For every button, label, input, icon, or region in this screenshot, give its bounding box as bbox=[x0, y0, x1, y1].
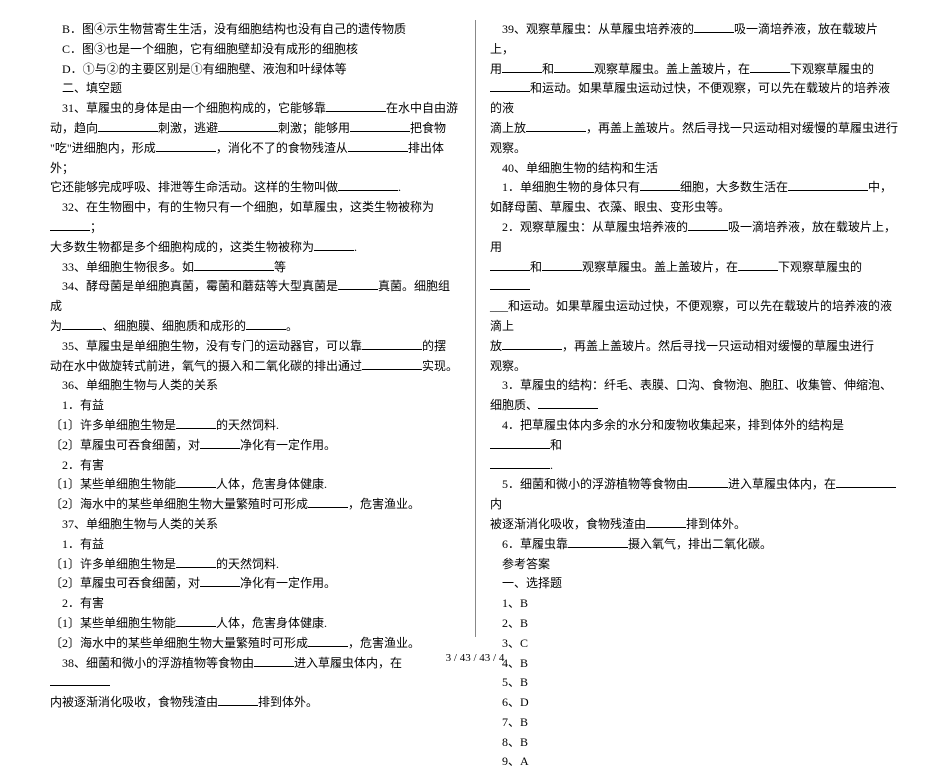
text-line: C．图③也是一个细胞，它有细胞壁却没有成形的细胞核 bbox=[50, 40, 460, 60]
text-line: 5．细菌和微小的浮游植物等食物由进入草履虫体内，在内 bbox=[490, 475, 900, 515]
text-line: 34、酵母菌是单细胞真菌，霉菌和蘑菇等大型真菌是真菌。细胞组成 bbox=[50, 277, 460, 317]
text-line: "吃"进细胞内，形成，消化不了的食物残渣从排出体外； bbox=[50, 139, 460, 179]
footer-text: 3 / 43 / 43 / 4 bbox=[446, 652, 505, 664]
text-line: 〔1〕许多单细胞生物是的天然饲料. bbox=[50, 416, 460, 436]
text-line: 31、草履虫的身体是由一个细胞构成的，它能够靠在水中自由游 bbox=[50, 99, 460, 119]
text-line: 观察。 bbox=[490, 139, 900, 159]
text-line: 2．有害 bbox=[50, 594, 460, 614]
text-line: 观察。 bbox=[490, 357, 900, 377]
text-line: 和运动。如果草履虫运动过快，不便观察，可以先在载玻片的培养液的液 bbox=[490, 79, 900, 119]
text-line: 6．草履虫靠摄入氧气，排出二氧化碳。 bbox=[490, 535, 900, 555]
text-line: 如酵母菌、草履虫、衣藻、眼虫、变形虫等。 bbox=[490, 198, 900, 218]
text-line: 40、单细胞生物的结构和生活 bbox=[490, 159, 900, 179]
text-line: 滴上放，再盖上盖玻片。然后寻找一只运动相对缓慢的草履虫进行 bbox=[490, 119, 900, 139]
text-line: 用和观察草履虫。盖上盖玻片，在下观察草履虫的 bbox=[490, 60, 900, 80]
text-line: 9、A bbox=[490, 752, 900, 772]
text-line: 〔1〕许多单细胞生物是的天然饲料. bbox=[50, 555, 460, 575]
text-line: 3、C bbox=[490, 634, 900, 654]
text-line: 它还能够完成呼吸、排泄等生命活动。这样的生物叫做. bbox=[50, 178, 460, 198]
text-line: 39、观察草履虫：从草履虫培养液的吸一滴培养液，放在载玻片上， bbox=[490, 20, 900, 60]
text-line: 2、B bbox=[490, 614, 900, 634]
text-line: 36、单细胞生物与人类的关系 bbox=[50, 376, 460, 396]
text-line: 〔2〕草履虫可吞食细菌，对净化有一定作用。 bbox=[50, 436, 460, 456]
page-footer: 3 / 43 / 43 / 4 bbox=[0, 652, 950, 664]
text-line: 5、B bbox=[490, 673, 900, 693]
text-line: 2．有害 bbox=[50, 456, 460, 476]
text-line: 4．把草履虫体内多余的水分和废物收集起来，排到体外的结构是和 bbox=[490, 416, 900, 456]
text-line: 1、B bbox=[490, 594, 900, 614]
text-line: 〔1〕某些单细胞生物能人体，危害身体健康. bbox=[50, 475, 460, 495]
text-line: 3．草履虫的结构：纤毛、表膜、口沟、食物泡、胞肛、收集管、伸缩泡、 bbox=[490, 376, 900, 396]
text-line: ___和运动。如果草履虫运动过快，不便观察，可以先在载玻片的培养液的液滴上 bbox=[490, 297, 900, 337]
text-line: 2．观察草履虫：从草履虫培养液的吸一滴培养液，放在载玻片上，用 bbox=[490, 218, 900, 258]
text-line: 〔1〕某些单细胞生物能人体，危害身体健康. bbox=[50, 614, 460, 634]
text-line: B．图④示生物营寄生生活，没有细胞结构也没有自己的遗传物质 bbox=[50, 20, 460, 40]
text-line: 大多数生物都是多个细胞构成的，这类生物被称为. bbox=[50, 238, 460, 258]
text-line: 一、选择题 bbox=[490, 574, 900, 594]
text-line: 33、单细胞生物很多。如等 bbox=[50, 258, 460, 278]
text-line: 37、单细胞生物与人类的关系 bbox=[50, 515, 460, 535]
text-line: 〔2〕草履虫可吞食细菌，对净化有一定作用。 bbox=[50, 574, 460, 594]
text-line: 1．单细胞生物的身体只有细胞，大多数生活在中， bbox=[490, 178, 900, 198]
text-line: . bbox=[490, 456, 900, 476]
text-line: 细胞质、 bbox=[490, 396, 900, 416]
text-line: 1．有益 bbox=[50, 535, 460, 555]
text-line: 动，趋向刺激，逃避刺激；能够用把食物 bbox=[50, 119, 460, 139]
text-line: 〔2〕海水中的某些单细胞生物大量繁殖时可形成，危害渔业。 bbox=[50, 634, 460, 654]
text-line: 8、B bbox=[490, 733, 900, 753]
column-divider bbox=[475, 20, 476, 637]
text-line: 和观察草履虫。盖上盖玻片，在下观察草履虫的 bbox=[490, 258, 900, 298]
text-line: D．①与②的主要区别是①有细胞壁、液泡和叶绿体等 bbox=[50, 60, 460, 80]
text-line: 7、B bbox=[490, 713, 900, 733]
text-line: 35、草履虫是单细胞生物，没有专门的运动器官，可以靠的摆 bbox=[50, 337, 460, 357]
text-line: 二、填空题 bbox=[50, 79, 460, 99]
text-line: 放，再盖上盖玻片。然后寻找一只运动相对缓慢的草履虫进行 bbox=[490, 337, 900, 357]
text-line: 参考答案 bbox=[490, 555, 900, 575]
text-line: 1．有益 bbox=[50, 396, 460, 416]
text-line: 被逐渐消化吸收，食物残渣由排到体外。 bbox=[490, 515, 900, 535]
text-line: 内被逐渐消化吸收，食物残渣由排到体外。 bbox=[50, 693, 460, 713]
text-line: 动在水中做旋转式前进，氧气的摄入和二氧化碳的排出通过实现。 bbox=[50, 357, 460, 377]
text-line: 〔2〕海水中的某些单细胞生物大量繁殖时可形成，危害渔业。 bbox=[50, 495, 460, 515]
text-line: 为、细胞膜、细胞质和成形的。 bbox=[50, 317, 460, 337]
text-line: 32、在生物圈中，有的生物只有一个细胞，如草履虫，这类生物被称为； bbox=[50, 198, 460, 238]
text-line: 6、D bbox=[490, 693, 900, 713]
